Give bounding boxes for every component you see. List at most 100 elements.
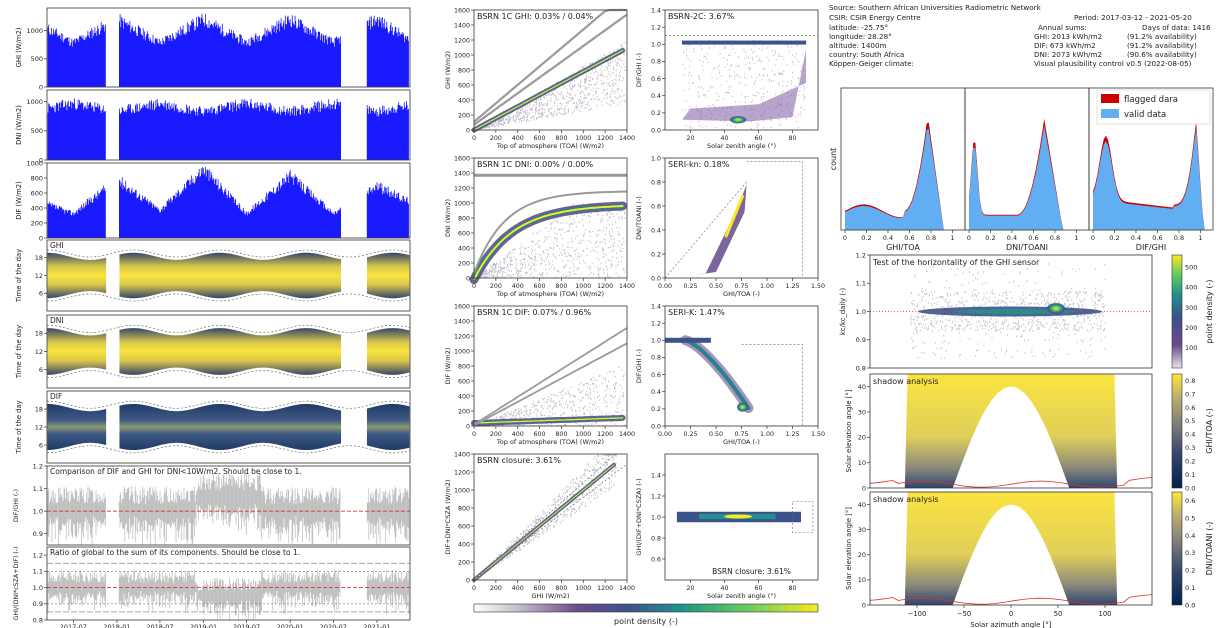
ts_dni-ylabel: DNI (W/m2) bbox=[15, 105, 23, 145]
header-country: country: South Africa bbox=[829, 50, 905, 59]
shadow_dni-ytick-label-3: 30 bbox=[858, 526, 866, 534]
horiz-colorbar bbox=[1171, 254, 1183, 369]
sc_dni-ytick-label-4: 800 bbox=[458, 215, 470, 222]
shadow_dni-xtick-label-1: −50 bbox=[957, 610, 971, 618]
hm_dni-ytick-label-2: 18 bbox=[35, 330, 43, 338]
sc_closure-limit-line-0 bbox=[473, 453, 616, 581]
hm_dif-envelope-top bbox=[46, 400, 411, 409]
sc_serikn-ytick-label-4: 0.8 bbox=[651, 179, 661, 186]
header-period: Period: 2017-03-12 - 2021-05-20 bbox=[1074, 13, 1192, 22]
ratio_closure-ytick-label-3: 1.1 bbox=[33, 568, 43, 576]
sc_serikn-ytick-label-0: 0.0 bbox=[651, 275, 661, 282]
ts_dif-frame bbox=[46, 162, 411, 239]
shadow_dni-colorbar-tick-5: 0.5 bbox=[1185, 514, 1195, 522]
sc_serikn-xtick-label-3: 0.75 bbox=[734, 283, 748, 290]
hist-2-xtick-label-0: 0 bbox=[1091, 234, 1095, 242]
hm_dni-ytick-label-0: 6 bbox=[39, 366, 43, 374]
sc_serik-ytick-label-2: 0.4 bbox=[651, 389, 661, 396]
hist-0-xlabel: GHI/TOA bbox=[886, 243, 920, 252]
sc_bsrn2c-xtick-label-3: 80 bbox=[788, 135, 796, 142]
sc_serik-ytick-label-5: 1.0 bbox=[651, 338, 661, 345]
time-tick-label-0: 2017-07 bbox=[60, 623, 87, 628]
sc_serik-ytick-label-4: 0.8 bbox=[651, 355, 661, 362]
horiz-colorbar-tick-1: 200 bbox=[1185, 324, 1197, 332]
ratio_difghi-ytick-label-3: 1.2 bbox=[33, 462, 43, 470]
sc_bsrn2c-density-fan bbox=[682, 48, 807, 122]
sc_closure-xtick-label-0: 0 bbox=[472, 585, 476, 592]
sc_dif-ytick-label-7: 1400 bbox=[454, 318, 470, 325]
sc_bsrn2c-ylabel: DIF/GHI (-) bbox=[635, 53, 643, 87]
sc_closure_sza-density-peak bbox=[724, 514, 753, 519]
ts_ghi-ylabel: GHI (W/m2) bbox=[15, 27, 23, 67]
hist-legend-valid-label: valid data bbox=[1124, 110, 1166, 120]
shadow_ghi-no-data-dome bbox=[952, 386, 1070, 488]
ratio_closure-scatter bbox=[47, 569, 410, 620]
sc_dif-ylabel: DIF (W/m2) bbox=[444, 348, 452, 385]
sc_serik-ytick-label-7: 1.4 bbox=[651, 303, 661, 310]
hm_ghi-ytick-label-2: 18 bbox=[35, 254, 43, 262]
shadow_dni-colorbar-label: DNI/TOANI (-) bbox=[1205, 522, 1214, 576]
hist-legend-valid-swatch bbox=[1101, 109, 1119, 118]
sc_serikn-xtick-label-6: 1.50 bbox=[811, 283, 825, 290]
header-version: Visual plausibility control v0.5 (2022-0… bbox=[1034, 59, 1192, 68]
sc_closure-ylabel: DIF+DNI*CSZA (W/m2) bbox=[444, 480, 452, 555]
sc_ghi-limit-curve-1 bbox=[473, 13, 628, 126]
shadow_dni-ytick-label-4: 40 bbox=[858, 501, 866, 509]
sc_dif-ytick-label-1: 200 bbox=[458, 408, 470, 415]
sc_ghi-xtick-label-1: 200 bbox=[490, 135, 502, 142]
colorbar-main bbox=[473, 603, 819, 613]
sc_bsrn2c-frame bbox=[664, 9, 819, 131]
sc_bsrn2c-ytick-label-2: 0.4 bbox=[651, 93, 661, 100]
sc_dni-limit-curve-0 bbox=[473, 190, 627, 274]
sc_bsrn2c-ytick-label-7: 1.4 bbox=[651, 7, 661, 14]
time-tick-label-2: 2018-07 bbox=[146, 623, 173, 628]
sc_closure-xtick-label-7: 1400 bbox=[619, 585, 635, 592]
time-tick-label-7: 2021-01 bbox=[363, 623, 390, 628]
header-koppen: Köppen-Geiger climate: bbox=[829, 59, 914, 68]
hist-2-frame bbox=[1088, 87, 1214, 231]
ratio_difghi-ytick-label-0: 0.9 bbox=[33, 530, 43, 538]
sc_serikn-xtick-label-0: 0.00 bbox=[658, 283, 672, 290]
hm_dni-envelope-bot bbox=[46, 370, 411, 379]
hist-0-xtick-label-3: 0.6 bbox=[904, 234, 914, 242]
sc_dni-ytick-label-1: 200 bbox=[458, 260, 470, 267]
sc_serik-title: SERI-K: 1.47% bbox=[668, 308, 725, 317]
sc_bsrn2c-ytick-label-4: 0.8 bbox=[651, 59, 661, 66]
hm_dni-title: DNI bbox=[50, 316, 64, 325]
sc_ghi-xtick-label-3: 600 bbox=[534, 135, 546, 142]
sc_dni-grey-cloud bbox=[474, 203, 626, 279]
time-tick-label-4: 2019-07 bbox=[233, 623, 260, 628]
sc_dni-xtick-label-2: 400 bbox=[512, 283, 524, 290]
hist-1-xtick-label-0: 0 bbox=[967, 234, 971, 242]
shadow_dni-title: shadow analysis bbox=[873, 495, 939, 504]
shadow_dni-xtick-label-2: 0 bbox=[1009, 610, 1013, 618]
hist-2-xtick-label-2: 0.4 bbox=[1131, 234, 1141, 242]
horiz-colorbar-tick-2: 300 bbox=[1185, 304, 1197, 312]
ts_dni-frame bbox=[46, 89, 411, 161]
hm_ghi-title: GHI bbox=[50, 241, 64, 250]
shadow_dni-no-data-dome bbox=[952, 504, 1070, 605]
sc_closure_sza-ytick-label-1: 0.8 bbox=[651, 535, 661, 542]
sc_ghi-density-peak bbox=[473, 49, 624, 131]
sc_closure-density-peak bbox=[473, 464, 615, 581]
ratio_closure-ytick-label-4: 1.2 bbox=[33, 551, 43, 559]
shadow_dni-ytick-label-0: 0 bbox=[862, 601, 866, 609]
sc_serik-xtick-label-1: 0.25 bbox=[683, 431, 697, 438]
shadow_ghi-colorbar-tick-1: 0.1 bbox=[1185, 471, 1195, 479]
sc_closure_sza-ytick-label-0: 0.6 bbox=[651, 556, 661, 563]
shadow_dni-xtick-label-0: −100 bbox=[908, 610, 927, 618]
sc_bsrn2c-ytick-label-5: 1.0 bbox=[651, 42, 661, 49]
sc_closure_sza-xtick-label-1: 40 bbox=[720, 585, 728, 592]
ts_dni-series bbox=[47, 98, 409, 160]
header-altitude: altitude: 1400m bbox=[829, 41, 887, 50]
ratio_difghi-ylabel: DIF/GHI (-) bbox=[13, 489, 20, 522]
shadow_dni-colorbar-tick-2: 0.2 bbox=[1185, 567, 1195, 575]
shadow_ghi-colorbar-tick-5: 0.5 bbox=[1185, 417, 1195, 425]
sc_dif-xtick-label-1: 200 bbox=[490, 431, 502, 438]
ts_dif-ytick-label-3: 600 bbox=[31, 189, 43, 197]
hist-0-xtick-label-5: 1 bbox=[950, 234, 954, 242]
sc_dni-ylabel: DNI (W/m2) bbox=[444, 199, 452, 237]
sc_closure_sza-ylabel: GHI/(DIF+DNI*CSZA) (-) bbox=[635, 478, 643, 555]
sc_bsrn2c-density-peak bbox=[729, 115, 748, 124]
sc_serikn-xlabel: GHI/TOA (-) bbox=[723, 290, 760, 298]
